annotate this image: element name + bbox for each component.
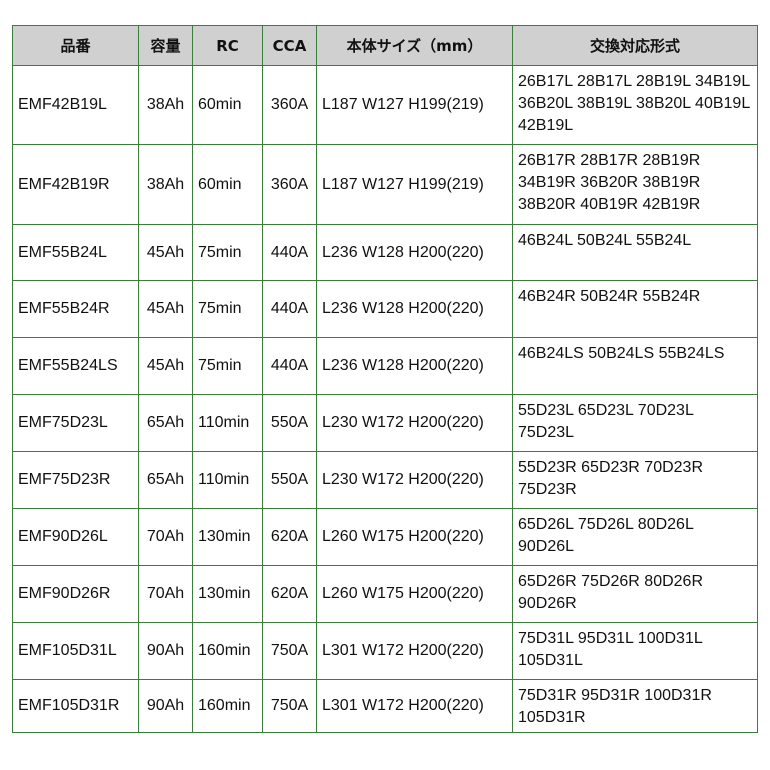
compat-cell: 65D26R 75D26R 80D26R 90D26R bbox=[512, 565, 758, 623]
rc-cell: 110min bbox=[192, 451, 263, 509]
cca-cell: 550A bbox=[262, 394, 317, 452]
model-cell: EMF75D23R bbox=[12, 451, 139, 509]
size-cell: L301 W172 H200(220) bbox=[316, 622, 513, 680]
rc-cell: 160min bbox=[192, 622, 263, 680]
size-cell: L230 W172 H200(220) bbox=[316, 451, 513, 509]
table-row: EMF55B24LS 45Ah 75min 440A L236 W128 H200(22… bbox=[12, 337, 758, 395]
table-row: EMF75D23L 65Ah 110min 550A L230 W172 H200(22… bbox=[12, 394, 758, 452]
capacity-cell: 65Ah bbox=[138, 451, 193, 509]
cca-cell: 620A bbox=[262, 565, 317, 623]
table-row: EMF55B24R 45Ah 75min 440A L236 W128 H200(220… bbox=[12, 280, 758, 338]
header-cca: CCA bbox=[262, 25, 317, 66]
header-model: 品番 bbox=[12, 25, 139, 66]
compat-cell: 26B17R 28B17R 28B19R 34B19R 36B20R 38B19… bbox=[512, 144, 758, 225]
rc-cell: 60min bbox=[192, 65, 263, 145]
compat-cell: 46B24LS 50B24LS 55B24LS bbox=[512, 337, 758, 395]
model-cell: EMF42B19R bbox=[12, 144, 139, 225]
table-row: EMF55B24L 45Ah 75min 440A L236 W128 H200(220… bbox=[12, 224, 758, 281]
size-cell: L236 W128 H200(220) bbox=[316, 337, 513, 395]
model-cell: EMF105D31L bbox=[12, 622, 139, 680]
header-rc: RC bbox=[192, 25, 263, 66]
cca-cell: 440A bbox=[262, 337, 317, 395]
model-cell: EMF42B19L bbox=[12, 65, 139, 145]
size-cell: L236 W128 H200(220) bbox=[316, 224, 513, 281]
cca-cell: 360A bbox=[262, 144, 317, 225]
capacity-cell: 38Ah bbox=[138, 65, 193, 145]
capacity-cell: 45Ah bbox=[138, 280, 193, 338]
table-row: EMF42B19L 38Ah 60min 360A L187 W127 H199(219… bbox=[12, 65, 758, 145]
table-row: EMF105D31R 90Ah 160min 750A L301 W172 H200(2… bbox=[12, 679, 758, 733]
battery-spec-table: 品番 容量 RC CCA 本体サイズ（mm） 交換対応形式 EMF42B19L 3… bbox=[12, 25, 758, 733]
capacity-cell: 90Ah bbox=[138, 679, 193, 733]
rc-cell: 110min bbox=[192, 394, 263, 452]
size-cell: L236 W128 H200(220) bbox=[316, 280, 513, 338]
table-row: EMF105D31L 90Ah 160min 750A L301 W172 H200(2… bbox=[12, 622, 758, 680]
size-cell: L301 W172 H200(220) bbox=[316, 679, 513, 733]
rc-cell: 75min bbox=[192, 224, 263, 281]
cca-cell: 440A bbox=[262, 280, 317, 338]
capacity-cell: 65Ah bbox=[138, 394, 193, 452]
size-cell: L187 W127 H199(219) bbox=[316, 65, 513, 145]
capacity-cell: 38Ah bbox=[138, 144, 193, 225]
model-cell: EMF90D26L bbox=[12, 508, 139, 566]
size-cell: L260 W175 H200(220) bbox=[316, 565, 513, 623]
header-compat: 交換対応形式 bbox=[512, 25, 758, 66]
cca-cell: 550A bbox=[262, 451, 317, 509]
header-capacity: 容量 bbox=[138, 25, 193, 66]
rc-cell: 130min bbox=[192, 565, 263, 623]
compat-cell: 55D23R 65D23R 70D23R 75D23R bbox=[512, 451, 758, 509]
cca-cell: 750A bbox=[262, 622, 317, 680]
header-row: 品番 容量 RC CCA 本体サイズ（mm） 交換対応形式 bbox=[12, 25, 758, 66]
compat-cell: 75D31L 95D31L 100D31L 105D31L bbox=[512, 622, 758, 680]
header-size: 本体サイズ（mm） bbox=[316, 25, 513, 66]
rc-cell: 160min bbox=[192, 679, 263, 733]
table-row: EMF42B19R 38Ah 60min 360A L187 W127 H199(219… bbox=[12, 144, 758, 225]
rc-cell: 130min bbox=[192, 508, 263, 566]
model-cell: EMF90D26R bbox=[12, 565, 139, 623]
rc-cell: 60min bbox=[192, 144, 263, 225]
size-cell: L260 W175 H200(220) bbox=[316, 508, 513, 566]
cca-cell: 620A bbox=[262, 508, 317, 566]
rc-cell: 75min bbox=[192, 337, 263, 395]
capacity-cell: 45Ah bbox=[138, 337, 193, 395]
model-cell: EMF105D31R bbox=[12, 679, 139, 733]
compat-cell: 55D23L 65D23L 70D23L 75D23L bbox=[512, 394, 758, 452]
model-cell: EMF55B24LS bbox=[12, 337, 139, 395]
capacity-cell: 45Ah bbox=[138, 224, 193, 281]
compat-cell: 75D31R 95D31R 100D31R 105D31R bbox=[512, 679, 758, 733]
table-row: EMF90D26R 70Ah 130min 620A L260 W175 H200(22… bbox=[12, 565, 758, 623]
size-cell: L187 W127 H199(219) bbox=[316, 144, 513, 225]
model-cell: EMF55B24R bbox=[12, 280, 139, 338]
cca-cell: 440A bbox=[262, 224, 317, 281]
capacity-cell: 70Ah bbox=[138, 565, 193, 623]
table-row: EMF75D23R 65Ah 110min 550A L230 W172 H200(22… bbox=[12, 451, 758, 509]
rc-cell: 75min bbox=[192, 280, 263, 338]
model-cell: EMF55B24L bbox=[12, 224, 139, 281]
cca-cell: 360A bbox=[262, 65, 317, 145]
table-row: EMF90D26L 70Ah 130min 620A L260 W175 H200(22… bbox=[12, 508, 758, 566]
compat-cell: 65D26L 75D26L 80D26L 90D26L bbox=[512, 508, 758, 566]
compat-cell: 46B24L 50B24L 55B24L bbox=[512, 224, 758, 281]
capacity-cell: 90Ah bbox=[138, 622, 193, 680]
cca-cell: 750A bbox=[262, 679, 317, 733]
capacity-cell: 70Ah bbox=[138, 508, 193, 566]
compat-cell: 26B17L 28B17L 28B19L 34B19L 36B20L 38B19… bbox=[512, 65, 758, 145]
model-cell: EMF75D23L bbox=[12, 394, 139, 452]
size-cell: L230 W172 H200(220) bbox=[316, 394, 513, 452]
compat-cell: 46B24R 50B24R 55B24R bbox=[512, 280, 758, 338]
